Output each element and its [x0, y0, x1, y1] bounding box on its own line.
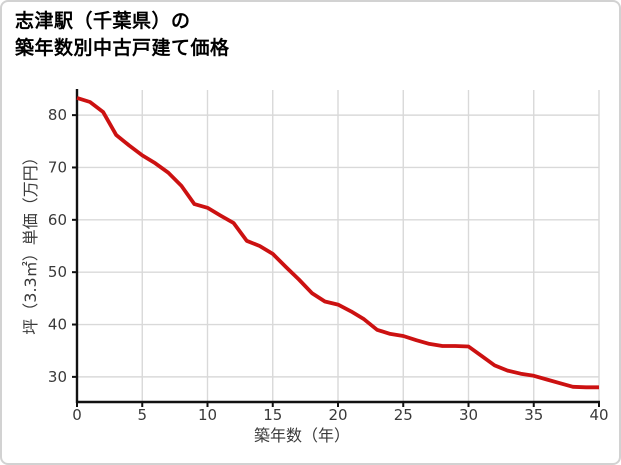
chart-title-line1: 志津駅（千葉県）の	[15, 10, 191, 32]
y-tick-label: 70	[48, 158, 67, 176]
y-tick-label: 60	[48, 211, 67, 229]
price-line	[76, 96, 599, 390]
x-tick-label: 5	[137, 406, 147, 424]
x-tick-label: 15	[263, 406, 282, 424]
y-axis-label: 坪（3.3㎡）単価（万円）	[21, 149, 40, 335]
y-tick-label: 40	[48, 316, 67, 334]
x-tick-label: 25	[394, 406, 413, 424]
y-tick-label: 80	[48, 106, 67, 124]
x-axis-label: 築年数（年）	[253, 426, 351, 445]
chart-title-line2: 築年数別中古戸建て価格	[15, 37, 230, 59]
x-tick-label: 20	[328, 406, 347, 424]
chart-title: 志津駅（千葉県）の 築年数別中古戸建て価格	[15, 8, 230, 62]
x-tick-label: 35	[524, 406, 543, 424]
y-tick-label: 30	[48, 368, 67, 386]
x-tick-label: 30	[459, 406, 478, 424]
x-tick-label: 40	[589, 406, 608, 424]
y-tick-label: 50	[48, 263, 67, 281]
x-tick-label: 0	[72, 406, 82, 424]
x-tick-label: 10	[198, 406, 217, 424]
